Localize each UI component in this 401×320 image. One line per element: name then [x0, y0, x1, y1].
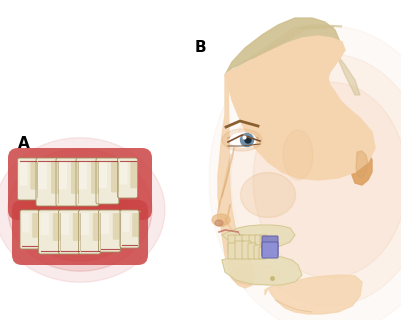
FancyBboxPatch shape — [254, 245, 261, 259]
FancyBboxPatch shape — [20, 210, 39, 249]
Ellipse shape — [253, 82, 401, 278]
Ellipse shape — [230, 265, 280, 285]
FancyBboxPatch shape — [242, 241, 251, 259]
Ellipse shape — [222, 129, 262, 151]
Ellipse shape — [230, 133, 256, 147]
FancyBboxPatch shape — [73, 213, 81, 241]
FancyBboxPatch shape — [51, 161, 59, 194]
Ellipse shape — [20, 159, 140, 261]
FancyBboxPatch shape — [38, 161, 47, 189]
FancyBboxPatch shape — [8, 148, 152, 220]
FancyBboxPatch shape — [132, 213, 139, 237]
FancyBboxPatch shape — [259, 247, 266, 259]
Ellipse shape — [241, 172, 296, 218]
FancyBboxPatch shape — [98, 161, 107, 188]
FancyBboxPatch shape — [122, 213, 130, 232]
FancyBboxPatch shape — [58, 161, 67, 189]
FancyBboxPatch shape — [36, 158, 59, 206]
FancyBboxPatch shape — [93, 213, 101, 241]
FancyBboxPatch shape — [20, 161, 27, 186]
FancyBboxPatch shape — [32, 213, 39, 238]
FancyBboxPatch shape — [78, 161, 87, 189]
Ellipse shape — [231, 54, 401, 306]
FancyBboxPatch shape — [96, 158, 119, 204]
Text: A: A — [18, 136, 30, 151]
FancyBboxPatch shape — [235, 241, 244, 259]
FancyBboxPatch shape — [117, 158, 138, 198]
Polygon shape — [356, 151, 368, 178]
FancyBboxPatch shape — [248, 243, 256, 259]
FancyBboxPatch shape — [22, 213, 30, 233]
Ellipse shape — [32, 169, 128, 251]
FancyBboxPatch shape — [79, 210, 101, 254]
FancyBboxPatch shape — [113, 213, 120, 240]
FancyBboxPatch shape — [101, 213, 109, 234]
Polygon shape — [222, 225, 295, 248]
FancyBboxPatch shape — [228, 235, 236, 253]
FancyBboxPatch shape — [111, 161, 119, 192]
FancyBboxPatch shape — [262, 236, 278, 256]
FancyBboxPatch shape — [18, 158, 38, 200]
FancyBboxPatch shape — [262, 242, 278, 258]
FancyBboxPatch shape — [71, 161, 79, 194]
Ellipse shape — [241, 133, 253, 147]
Ellipse shape — [209, 26, 401, 320]
Polygon shape — [225, 36, 375, 180]
FancyBboxPatch shape — [228, 243, 236, 259]
FancyBboxPatch shape — [59, 210, 81, 254]
Ellipse shape — [8, 149, 152, 271]
FancyBboxPatch shape — [41, 213, 49, 235]
FancyBboxPatch shape — [119, 161, 128, 185]
FancyBboxPatch shape — [235, 235, 244, 255]
FancyBboxPatch shape — [91, 161, 99, 194]
FancyBboxPatch shape — [255, 235, 262, 251]
FancyBboxPatch shape — [76, 158, 99, 206]
Ellipse shape — [0, 138, 165, 282]
FancyBboxPatch shape — [260, 235, 267, 249]
Ellipse shape — [215, 220, 223, 226]
Ellipse shape — [283, 130, 313, 180]
Polygon shape — [265, 275, 362, 314]
Polygon shape — [218, 75, 255, 288]
FancyBboxPatch shape — [56, 158, 79, 206]
Ellipse shape — [212, 214, 230, 226]
FancyBboxPatch shape — [249, 235, 257, 253]
FancyBboxPatch shape — [120, 210, 139, 248]
Text: B: B — [195, 40, 207, 55]
FancyBboxPatch shape — [61, 213, 69, 235]
FancyBboxPatch shape — [38, 210, 61, 254]
Polygon shape — [352, 148, 372, 185]
FancyBboxPatch shape — [81, 213, 89, 235]
FancyBboxPatch shape — [30, 161, 38, 189]
FancyBboxPatch shape — [242, 235, 251, 255]
FancyBboxPatch shape — [130, 161, 138, 188]
Polygon shape — [335, 52, 360, 95]
FancyBboxPatch shape — [12, 200, 148, 265]
Polygon shape — [222, 256, 302, 285]
FancyBboxPatch shape — [99, 210, 120, 252]
FancyBboxPatch shape — [53, 213, 61, 241]
Polygon shape — [225, 18, 340, 75]
Ellipse shape — [245, 137, 251, 143]
